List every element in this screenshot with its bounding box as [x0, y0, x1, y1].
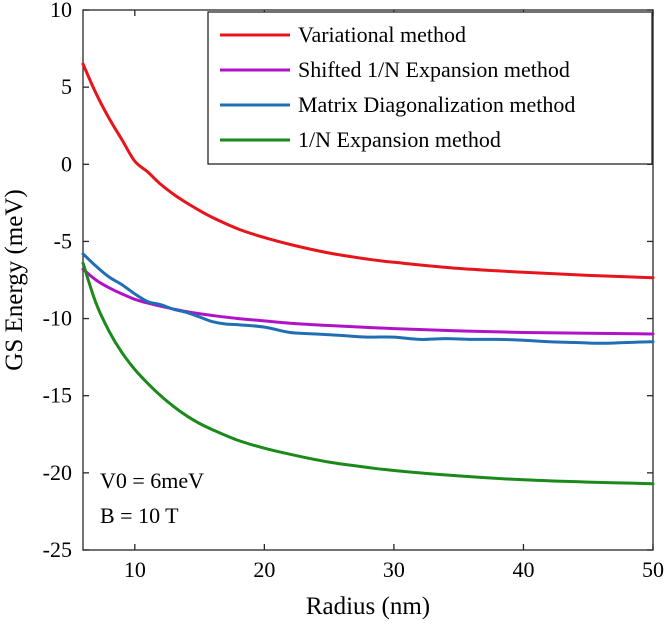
x-tick-label: 10	[124, 557, 146, 582]
series-line-4	[81, 261, 655, 486]
x-axis-title: Radius (nm)	[306, 593, 430, 620]
series-line-1	[81, 62, 655, 280]
legend-label-4: 1/N Expansion method	[298, 127, 501, 152]
y-tick-label: -20	[43, 460, 72, 485]
annotation-v0: V0 = 6meV	[100, 468, 204, 493]
legend-entries: Variational method Shifted 1/N Expansion …	[220, 22, 575, 152]
x-tick-label: 20	[253, 557, 275, 582]
series-layer	[81, 62, 655, 486]
y-tick-label: -10	[43, 306, 72, 331]
plot-frame	[82, 9, 654, 551]
y-axis-title: GS Energy (meV)	[1, 189, 28, 370]
y-tick-label: -25	[43, 537, 72, 562]
legend-label-1: Variational method	[298, 22, 466, 47]
x-tick-label: 40	[512, 557, 534, 582]
y-tick-label: 10	[50, 0, 72, 22]
y-tick-label: -5	[54, 228, 72, 253]
legend-label-2: Shifted 1/N Expansion method	[298, 57, 570, 82]
series-line-2	[81, 267, 655, 336]
legend-label-3: Matrix Diagonalization method	[298, 92, 575, 117]
legend: Variational method Shifted 1/N Expansion …	[207, 11, 653, 165]
y-tick-label: 5	[61, 74, 72, 99]
y-tick-label: -15	[43, 383, 72, 408]
x-tick-label: 50	[642, 557, 664, 582]
x-tick-label: 30	[383, 557, 405, 582]
annotation-b-field: B = 10 T	[100, 503, 179, 528]
y-tick-label: 0	[61, 151, 72, 176]
series-line-3	[81, 252, 655, 345]
